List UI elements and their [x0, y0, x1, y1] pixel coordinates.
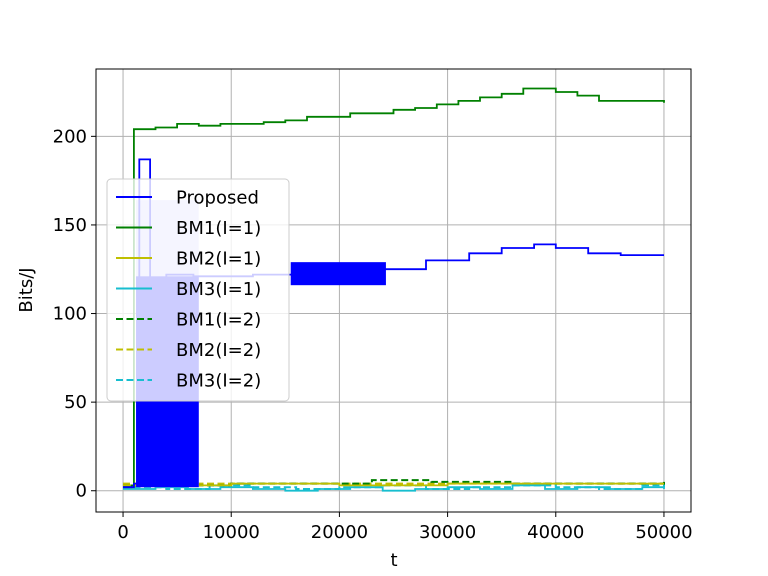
legend: Proposed BM1(I=1) BM2(I=1) BM3(I=1) BM1(I=2)…	[106, 178, 290, 402]
x-tick-label: 30000	[419, 522, 476, 543]
legend-label: BM2(I=1)	[176, 249, 261, 270]
y-tick-label: 200	[53, 126, 87, 147]
y-tick-label: 100	[53, 304, 87, 325]
series-line-bm1-i-2	[123, 479, 665, 487]
legend-label: BM1(I=2)	[176, 310, 261, 331]
x-tick-label: 20000	[311, 522, 368, 543]
legend-box	[106, 178, 290, 402]
y-tick-label: 150	[53, 215, 87, 236]
legend-label: BM3(I=2)	[176, 371, 261, 392]
series-line-bm3-i-1	[123, 484, 665, 492]
x-tick-label: 40000	[527, 522, 584, 543]
legend-label: BM1(I=1)	[176, 218, 261, 239]
series-line-bm2-i-1	[123, 482, 664, 487]
legend-label: BM3(I=1)	[176, 279, 261, 300]
legend-label: BM2(I=2)	[176, 340, 261, 361]
x-tick-label: 10000	[203, 522, 260, 543]
y-axis-title: Bits/J	[16, 267, 37, 312]
series-proposed-oscillation-band	[290, 262, 386, 286]
y-tick-label: 50	[64, 392, 87, 413]
plot-frame	[95, 68, 692, 513]
x-axis-title: t	[390, 550, 397, 571]
x-tick-label: 50000	[635, 522, 692, 543]
legend-label: Proposed	[176, 188, 259, 209]
ticks: 0 10000 20000 30000 40000 50000 0 50 100 150 200	[53, 126, 693, 543]
y-tick-label: 0	[76, 481, 87, 502]
x-tick-label: 0	[117, 522, 128, 543]
series-line-bm1-i-1	[123, 87, 665, 489]
